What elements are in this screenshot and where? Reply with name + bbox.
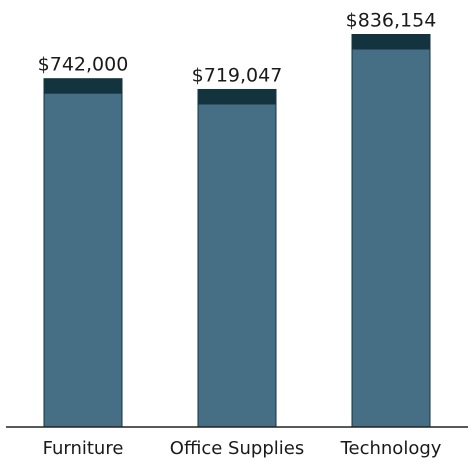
bar-cap-furniture <box>44 78 122 94</box>
x-tick-label: Furniture <box>43 438 124 459</box>
bar-furniture <box>43 78 123 428</box>
data-labels-layer: $742,000 $719,047 $836,154 <box>38 9 437 86</box>
bar-cap-technology <box>352 34 430 50</box>
data-label: $719,047 <box>192 64 283 86</box>
bar-technology <box>351 33 431 428</box>
bar-office-supplies <box>197 88 277 428</box>
x-tick-label: Technology <box>340 438 442 459</box>
x-tick-label: Office Supplies <box>170 438 304 459</box>
x-tick-labels-layer: Furniture Office Supplies Technology <box>43 438 442 459</box>
data-label: $742,000 <box>38 54 129 76</box>
data-label: $836,154 <box>346 9 437 31</box>
bars-layer <box>43 33 431 428</box>
bar-cap-office-supplies <box>198 89 276 105</box>
